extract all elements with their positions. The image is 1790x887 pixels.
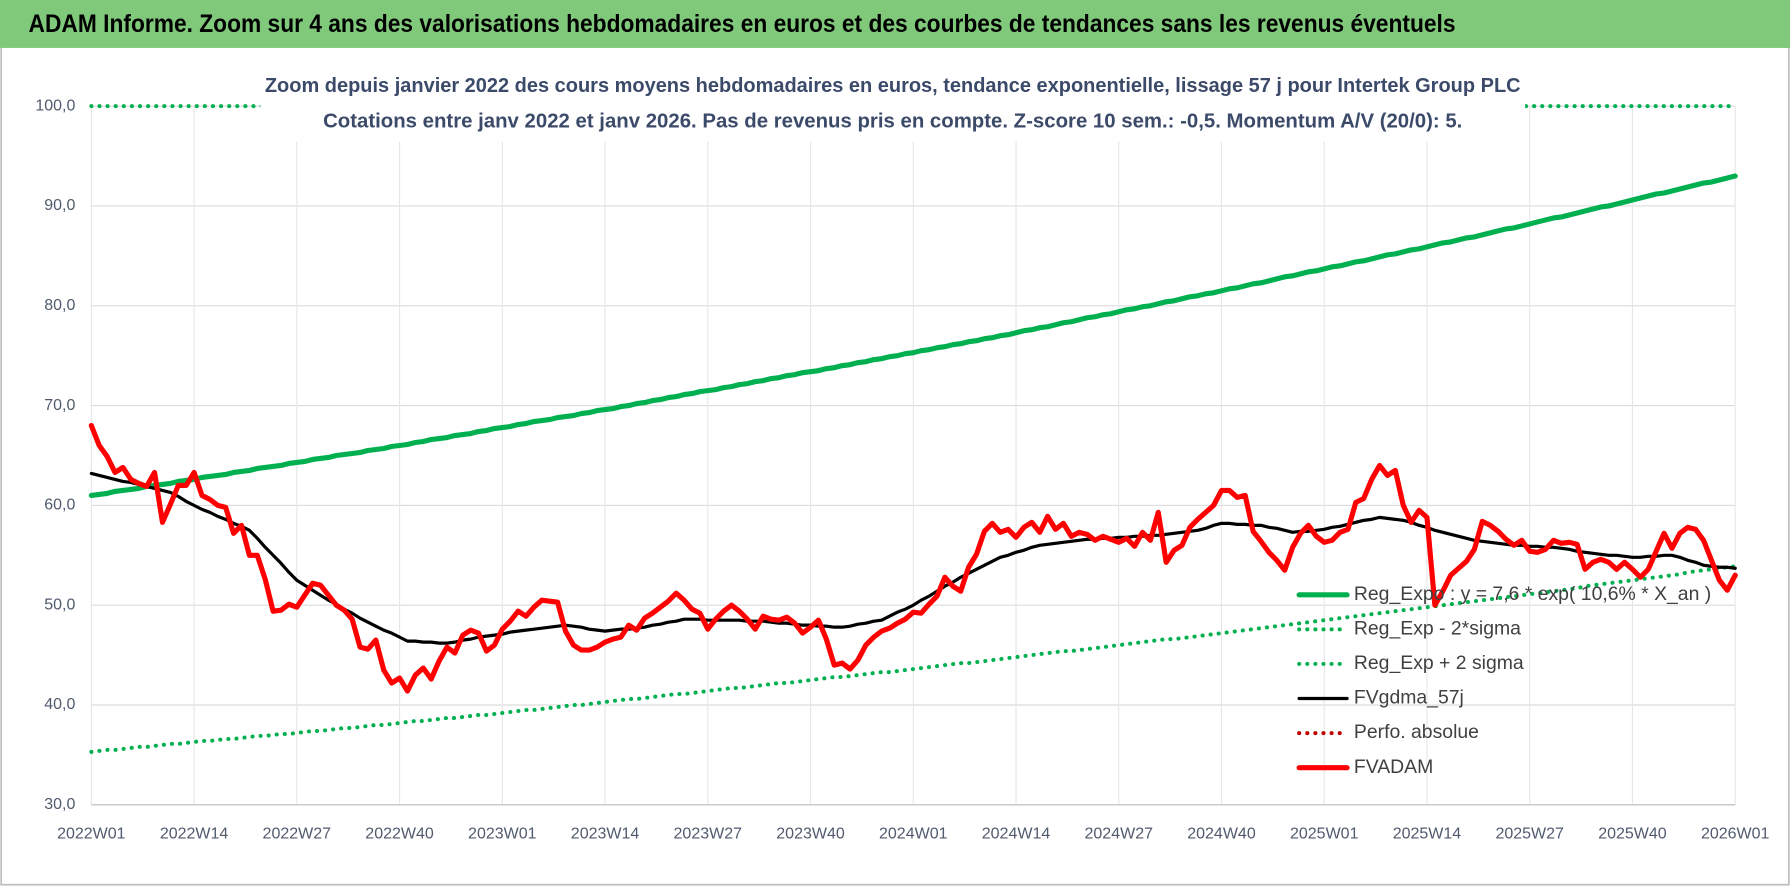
x-tick-label: 2024W01 <box>879 826 948 843</box>
grid <box>90 105 1736 806</box>
y-tick-label: 50,0 <box>44 596 75 613</box>
series-line <box>88 173 1738 498</box>
x-tick-label: 2022W01 <box>57 826 126 843</box>
x-tick-label: 2024W14 <box>982 826 1051 843</box>
chart-title: ADAM Informe. Zoom sur 4 ans des valoris… <box>29 10 1456 38</box>
legend: Reg_Expo : y = 7,6 * exp( 10,6% * X_an )… <box>1296 583 1711 778</box>
y-tick-label: 40,0 <box>44 696 75 713</box>
subtitle-background <box>260 68 1526 142</box>
y-tick-label: 100,0 <box>35 97 75 114</box>
x-tick-label: 2023W01 <box>468 826 537 843</box>
series-line <box>89 471 1737 645</box>
x-tick-label: 2023W40 <box>776 826 845 843</box>
chart-frame <box>0 44 1790 886</box>
x-tick-label: 2023W14 <box>571 826 640 843</box>
legend-label: Reg_Expo : y = 7,6 * exp( 10,6% * X_an ) <box>1354 583 1711 605</box>
series <box>88 173 1738 754</box>
y-tick-label: 30,0 <box>44 796 75 813</box>
legend-label: FVADAM <box>1354 756 1433 778</box>
legend-label: Reg_Exp - 2*sigma <box>1354 617 1521 639</box>
x-tick-label: 2022W14 <box>160 826 229 843</box>
legend-label: Perfo. absolue <box>1354 721 1479 743</box>
y-tick-label: 60,0 <box>44 497 75 514</box>
header-band <box>0 0 1790 48</box>
x-tick-label: 2024W27 <box>1085 826 1154 843</box>
x-tick-label: 2025W27 <box>1495 826 1564 843</box>
x-tick-label: 2026W01 <box>1701 826 1770 843</box>
x-tick-label: 2025W40 <box>1598 826 1667 843</box>
x-tick-label: 2025W01 <box>1290 826 1359 843</box>
series-line <box>88 422 1738 694</box>
x-tick-label: 2022W27 <box>263 826 332 843</box>
series-line <box>89 564 1738 754</box>
subtitle: Zoom depuis janvier 2022 des cours moyen… <box>265 74 1521 97</box>
legend-label: FVgdma_57j <box>1354 687 1464 709</box>
y-tick-label: 90,0 <box>44 197 75 214</box>
x-tick-label: 2025W14 <box>1393 826 1462 843</box>
legend-label: Reg_Exp + 2 sigma <box>1354 652 1524 674</box>
y-tick-label: 70,0 <box>44 397 75 414</box>
x-tick-label: 2023W27 <box>674 826 743 843</box>
subtitle: Cotations entre janv 2022 et janv 2026. … <box>323 110 1462 133</box>
y-tick-label: 80,0 <box>44 297 75 314</box>
x-tick-label: 2024W40 <box>1187 826 1256 843</box>
ticks: 30,0 40,0 50,0 60,0 70,0 80,0 90,0 100,0 2022W01… <box>35 97 1769 842</box>
x-tick-label: 2022W40 <box>365 826 434 843</box>
